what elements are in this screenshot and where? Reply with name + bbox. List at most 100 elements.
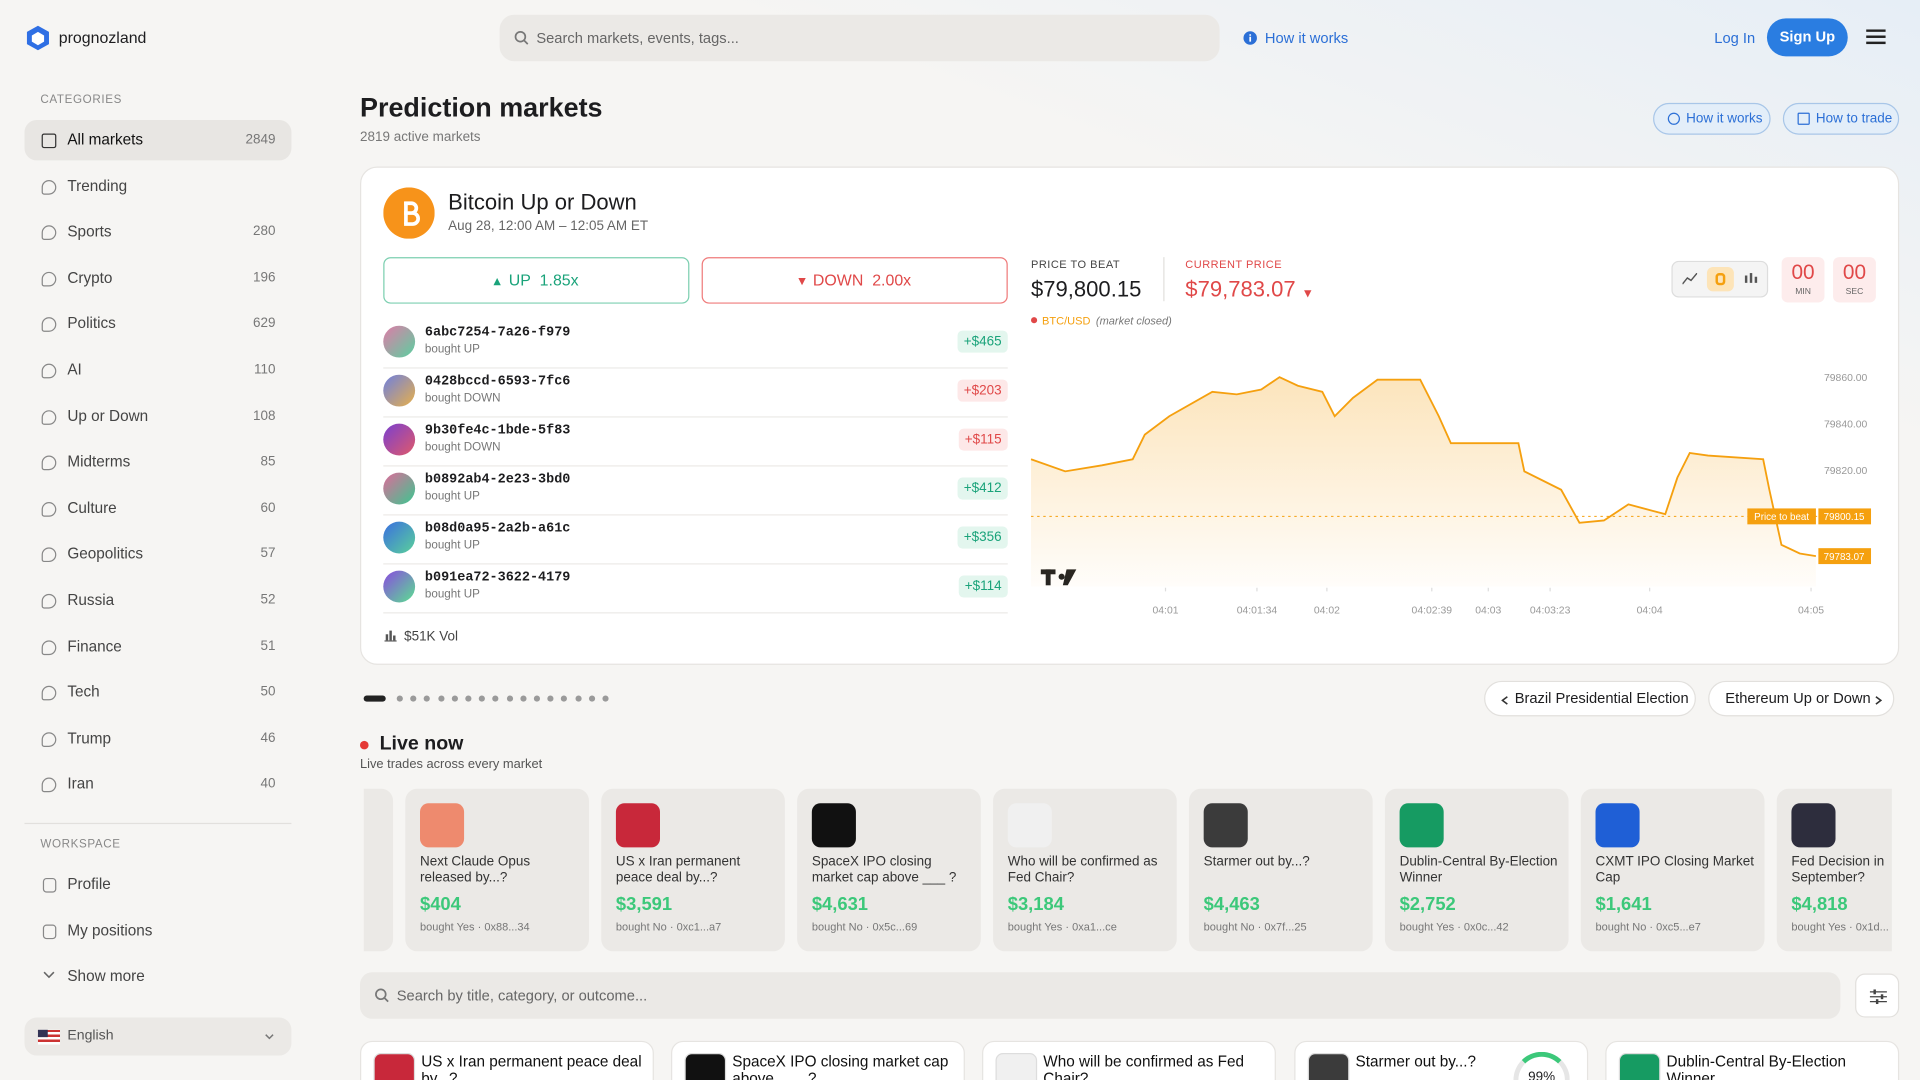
status-dot bbox=[1031, 317, 1038, 324]
category[interactable]: Iran 40 bbox=[24, 765, 291, 805]
trade-action: bought UP bbox=[424, 489, 480, 504]
pager-dot[interactable] bbox=[520, 695, 527, 702]
market-search[interactable]: Search by title, category, or outcome... bbox=[360, 972, 1841, 1019]
pager-dot[interactable] bbox=[506, 695, 513, 702]
category-name: Trump bbox=[67, 729, 112, 747]
pager-dot[interactable] bbox=[588, 695, 595, 702]
search[interactable]: Search markets, events, tags... bbox=[499, 14, 1220, 62]
language[interactable]: English bbox=[24, 1017, 292, 1056]
timer-value: 00 bbox=[1842, 260, 1867, 285]
market-icon bbox=[373, 1053, 416, 1080]
category[interactable]: Sports 280 bbox=[24, 212, 291, 252]
pager-dot[interactable] bbox=[410, 695, 417, 702]
category[interactable]: Culture 60 bbox=[24, 488, 291, 528]
trader-id: 0428bccd-6593-7fc6 bbox=[424, 374, 571, 390]
live-card[interactable]: CXMT IPO Closing Market Cap $1,641 bought … bbox=[1580, 788, 1765, 952]
filter-button[interactable] bbox=[1855, 973, 1900, 1018]
menu[interactable] bbox=[1866, 29, 1886, 46]
workspace-item[interactable]: Profile bbox=[24, 864, 291, 904]
live-card-meta: bought Yes · 0x1d... bbox=[1791, 920, 1889, 934]
pager-dot[interactable] bbox=[561, 695, 568, 702]
market-icon bbox=[1618, 1053, 1661, 1080]
candle-toggle[interactable] bbox=[1744, 272, 1759, 287]
next-label: Ethereum Up or Down bbox=[1725, 689, 1871, 707]
pager-dot[interactable] bbox=[396, 695, 403, 702]
pager-dot[interactable] bbox=[465, 695, 472, 702]
live-card-amount: $2,752 bbox=[1399, 893, 1456, 915]
category[interactable]: Midterms 85 bbox=[24, 442, 291, 482]
category-count: 85 bbox=[260, 454, 276, 470]
market-time: Aug 28, 12:00 AM – 12:05 AM ET bbox=[448, 219, 649, 234]
trade-amount: +$465 bbox=[957, 330, 1008, 353]
live-card[interactable]: US x Iran permanent peace deal by...? $3,… bbox=[601, 788, 785, 952]
category[interactable]: All markets 2849 bbox=[24, 120, 292, 161]
category-icon bbox=[41, 547, 57, 563]
pager-dot[interactable] bbox=[437, 695, 444, 702]
signup[interactable]: Sign Up bbox=[1766, 18, 1848, 57]
info-icon bbox=[1243, 31, 1257, 45]
category[interactable]: AI 110 bbox=[24, 350, 291, 390]
category[interactable]: Geopolitics 57 bbox=[24, 534, 291, 574]
pager-dot[interactable] bbox=[479, 695, 486, 702]
live-card-meta: bought Yes · 0x88...34 bbox=[420, 920, 530, 934]
up-multiplier: 1.85x bbox=[539, 270, 579, 289]
live-card[interactable]: Next Claude Opus released by...? $404 boug… bbox=[405, 788, 589, 952]
category[interactable]: Russia 52 bbox=[24, 580, 291, 620]
category[interactable]: Trump 46 bbox=[24, 719, 291, 759]
sidebar bbox=[0, 73, 316, 1080]
live-card[interactable]: Dublin-Central By-Election Winner $2,752 b… bbox=[1384, 788, 1569, 952]
market-card[interactable]: SpaceX IPO closing market cap above ___ … bbox=[671, 1040, 965, 1080]
pager-dot[interactable] bbox=[547, 695, 554, 702]
live-card-title: Starmer out by...? bbox=[1203, 854, 1310, 870]
live-card[interactable]: SpaceX IPO closing market cap above ___ … bbox=[797, 788, 981, 952]
help-button[interactable]: How it works bbox=[1653, 102, 1771, 135]
next-market[interactable]: Ethereum Up or Down bbox=[1708, 680, 1895, 717]
category[interactable]: Finance 51 bbox=[24, 626, 291, 666]
pager-dot[interactable] bbox=[575, 695, 582, 702]
pager-dot[interactable] bbox=[602, 695, 609, 702]
market-icon bbox=[811, 803, 856, 848]
down-button[interactable]: DOWN 2.00x bbox=[701, 257, 1008, 304]
how-it-works-link[interactable]: How it works bbox=[1264, 29, 1349, 47]
market-title: Dublin-Central By-Election Winner bbox=[1666, 1053, 1847, 1080]
pager-dot[interactable] bbox=[363, 695, 386, 702]
avatar bbox=[383, 423, 416, 456]
up-button[interactable]: UP 1.85x bbox=[383, 257, 690, 304]
workspace-item[interactable]: My positions bbox=[24, 911, 291, 951]
pair: BTC/USD bbox=[1042, 314, 1091, 327]
category[interactable]: Up or Down 108 bbox=[24, 396, 291, 436]
x-tick-label: 04:03:23 bbox=[1530, 605, 1571, 616]
prev-market[interactable]: Brazil Presidential Election bbox=[1484, 680, 1696, 717]
live-card[interactable]: Starmer out by...? $4,463 bought No · 0x7f… bbox=[1188, 788, 1373, 952]
category[interactable]: Trending bbox=[24, 166, 291, 206]
live-dot bbox=[360, 740, 369, 750]
live-card[interactable]: Fed Decision in September? $4,818 bought Y… bbox=[1776, 788, 1892, 952]
live-card[interactable]: Who will be confirmed as Fed Chair? $3,18… bbox=[993, 788, 1177, 952]
pager-dot[interactable] bbox=[533, 695, 540, 702]
pager-dot[interactable] bbox=[451, 695, 458, 702]
pager-dot[interactable] bbox=[492, 695, 499, 702]
market-card[interactable]: Dublin-Central By-Election Winner bbox=[1605, 1040, 1900, 1080]
coin-toggle[interactable] bbox=[1706, 266, 1734, 292]
live-card-title: CXMT IPO Closing Market Cap bbox=[1595, 854, 1754, 886]
market-icon bbox=[1399, 803, 1444, 848]
pager-dot[interactable] bbox=[424, 695, 431, 702]
category-name: All markets bbox=[67, 131, 144, 149]
help-button[interactable]: How to trade bbox=[1782, 102, 1900, 135]
live-card-amount: $1,641 bbox=[1595, 893, 1652, 915]
market-card[interactable]: Who will be confirmed as Fed Chair? bbox=[982, 1040, 1276, 1080]
row-divider bbox=[383, 514, 1008, 516]
current-price: $79,783.07 bbox=[1185, 276, 1296, 302]
category[interactable]: Crypto 196 bbox=[24, 258, 291, 298]
login[interactable]: Log In bbox=[1714, 29, 1756, 47]
show-more[interactable]: Show more bbox=[67, 967, 145, 985]
category[interactable]: Politics 629 bbox=[24, 304, 291, 344]
price-chart: 79860.00 79840.00 79820.00 04:01 04:01:34 04:… bbox=[1030, 373, 1872, 616]
line-toggle[interactable] bbox=[1682, 273, 1698, 285]
market-card[interactable]: US x Iran permanent peace deal by...? bbox=[360, 1040, 654, 1080]
workspace-icon bbox=[42, 923, 57, 939]
live-card-meta: bought Yes · 0xa1...ce bbox=[1007, 920, 1117, 934]
market-card[interactable]: Starmer out by...? 99% bbox=[1294, 1040, 1589, 1080]
category[interactable]: Tech 50 bbox=[24, 672, 291, 712]
category-icon bbox=[41, 363, 57, 379]
